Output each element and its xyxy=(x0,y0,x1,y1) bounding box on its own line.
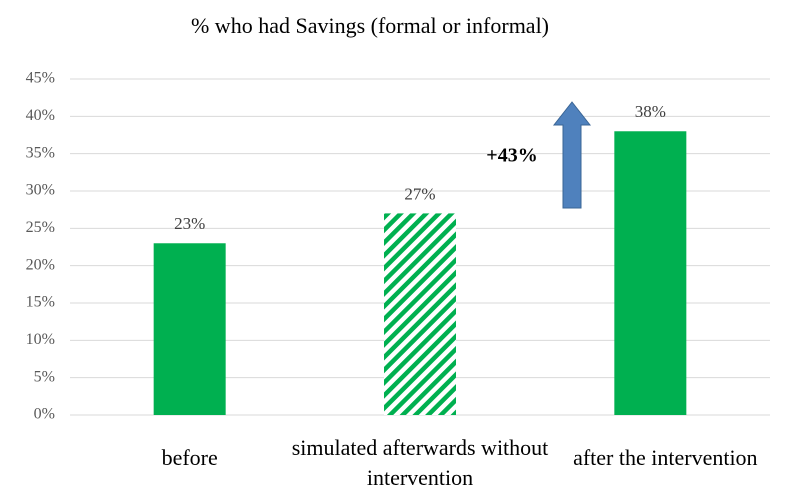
y-tick-label: 15% xyxy=(26,294,55,311)
y-tick-label: 20% xyxy=(26,256,55,273)
bar xyxy=(153,243,226,415)
data-label: 27% xyxy=(404,184,435,203)
data-label: 38% xyxy=(635,102,666,121)
y-tick-label: 40% xyxy=(26,107,55,124)
y-tick-label: 30% xyxy=(26,182,55,199)
y-tick-label: 5% xyxy=(34,368,55,385)
y-tick-label: 10% xyxy=(26,331,55,348)
y-tick-label: 45% xyxy=(26,70,55,87)
chart-title: % who had Savings (formal or informal) xyxy=(191,13,549,38)
bar xyxy=(384,213,456,415)
y-tick-label: 35% xyxy=(26,144,55,161)
x-tick-label: simulated afterwards without interventio… xyxy=(291,435,549,490)
annotation: +43% xyxy=(486,145,537,167)
x-tick-label: after the intervention xyxy=(573,445,758,470)
y-tick-label: 25% xyxy=(26,219,55,236)
data-label: 23% xyxy=(174,214,205,233)
arrow xyxy=(552,101,592,209)
y-tick-label: 0% xyxy=(34,406,55,423)
x-tick-label: before xyxy=(161,445,218,470)
bar xyxy=(614,131,687,415)
